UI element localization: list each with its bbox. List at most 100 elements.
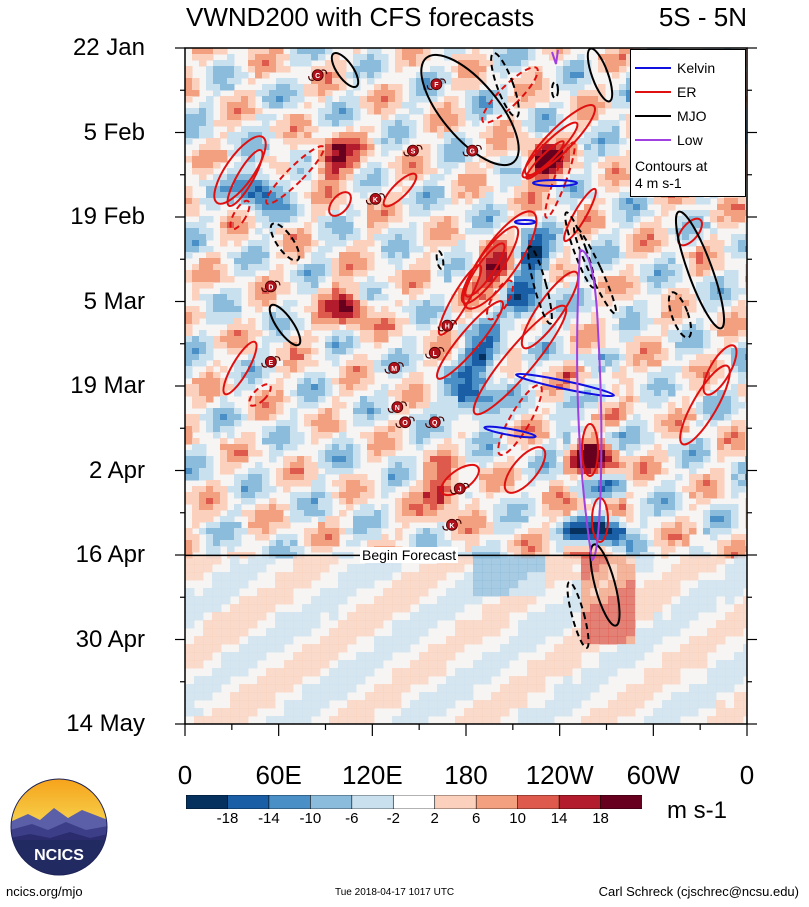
- heat-cell: [514, 366, 522, 373]
- heat-cell: [325, 192, 333, 199]
- heat-cell: [269, 498, 277, 505]
- heat-cell: [416, 144, 424, 151]
- heat-cell: [500, 108, 508, 115]
- heat-cell: [360, 480, 368, 487]
- heat-cell: [584, 402, 592, 409]
- heat-cell: [241, 246, 249, 253]
- heat-cell: [451, 222, 459, 229]
- heat-cell: [507, 168, 515, 175]
- heat-cell: [479, 276, 487, 283]
- heat-cell: [269, 336, 277, 343]
- heat-cell: [542, 192, 550, 199]
- heat-cell: [528, 474, 536, 481]
- heat-cell: [255, 156, 263, 163]
- heat-cell: [458, 318, 466, 325]
- heat-cell: [598, 96, 606, 103]
- heat-cell: [640, 474, 648, 481]
- heat-cell: [304, 264, 312, 271]
- heat-cell: [619, 288, 627, 295]
- heat-cell: [654, 450, 662, 457]
- heat-cell: [570, 180, 578, 187]
- heat-cell: [514, 354, 522, 361]
- heat-cell: [682, 450, 690, 457]
- heat-cell: [528, 282, 536, 289]
- heat-cell: [500, 378, 508, 385]
- heat-cell: [619, 534, 627, 541]
- heat-cell: [507, 234, 515, 241]
- heat-cell: [416, 300, 424, 307]
- heat-cell: [598, 330, 606, 337]
- heat-cell: [353, 270, 361, 277]
- heat-cell: [668, 426, 676, 433]
- heat-cell: [619, 54, 627, 61]
- heat-cell: [346, 384, 354, 391]
- heat-cell: [521, 48, 529, 55]
- heat-cell: [262, 504, 270, 511]
- heat-cell: [745, 102, 747, 109]
- heat-cell: [584, 222, 592, 229]
- heat-cell: [745, 426, 747, 433]
- heat-cell: [542, 468, 550, 475]
- heat-cell: [696, 282, 704, 289]
- heat-cell: [661, 348, 669, 355]
- heat-cell: [346, 438, 354, 445]
- heat-cell: [192, 510, 200, 517]
- heat-cell: [437, 222, 445, 229]
- heat-cell: [535, 84, 543, 91]
- heat-cell: [255, 504, 263, 511]
- heat-cell: [192, 150, 200, 157]
- heat-cell: [297, 168, 305, 175]
- heat-cell: [290, 354, 298, 361]
- heat-cell: [199, 486, 207, 493]
- heat-cell: [514, 432, 522, 439]
- heat-cell: [220, 396, 228, 403]
- heat-cell: [682, 324, 690, 331]
- heat-cell: [318, 486, 326, 493]
- heat-cell: [416, 162, 424, 169]
- heat-cell: [304, 192, 312, 199]
- heat-cell: [626, 432, 634, 439]
- heat-cell: [738, 252, 746, 259]
- heat-cell: [640, 516, 648, 523]
- heat-cell: [199, 528, 207, 535]
- heat-cell: [325, 510, 333, 517]
- heat-cell: [549, 264, 557, 271]
- heat-cell: [493, 468, 501, 475]
- heat-cell: [619, 90, 627, 97]
- heat-cell: [318, 252, 326, 259]
- heat-cell: [360, 300, 368, 307]
- heat-cell: [500, 276, 508, 283]
- heat-cell: [325, 270, 333, 277]
- heat-cell: [332, 282, 340, 289]
- heat-cell: [248, 264, 256, 271]
- heat-cell: [647, 396, 655, 403]
- heat-cell: [458, 306, 466, 313]
- heat-cell: [388, 354, 396, 361]
- heat-cell: [528, 150, 536, 157]
- heat-cell: [472, 96, 480, 103]
- heat-cell: [367, 276, 375, 283]
- heat-cell: [241, 144, 249, 151]
- heat-cell: [647, 210, 655, 217]
- heat-cell: [472, 216, 480, 223]
- heat-cell: [227, 342, 235, 349]
- heat-cell: [234, 408, 242, 415]
- heat-cell: [654, 264, 662, 271]
- heat-cell: [633, 246, 641, 253]
- heat-cell: [227, 252, 235, 259]
- heat-cell: [689, 474, 697, 481]
- heat-cell: [444, 150, 452, 157]
- heat-cell: [234, 342, 242, 349]
- heat-cell: [325, 180, 333, 187]
- heat-cell: [689, 486, 697, 493]
- heat-cell: [563, 354, 571, 361]
- heat-cell: [437, 348, 445, 355]
- heat-cell: [339, 492, 347, 499]
- heat-cell: [738, 300, 746, 307]
- heat-cell: [535, 390, 543, 397]
- heat-cell: [367, 330, 375, 337]
- heat-cell: [535, 420, 543, 427]
- heat-cell: [507, 390, 515, 397]
- heat-cell: [185, 342, 193, 349]
- heat-cell: [227, 150, 235, 157]
